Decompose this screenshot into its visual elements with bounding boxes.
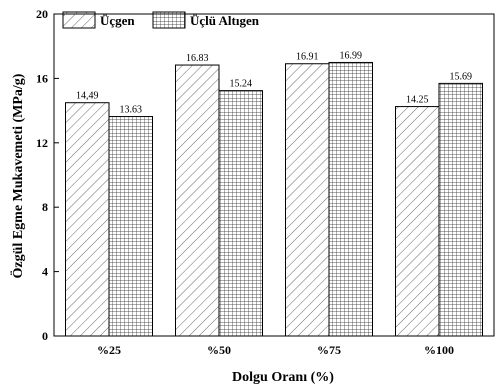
legend-label-ucgen: Üçgen (100, 13, 135, 28)
bar-uclu-altigen (108, 116, 153, 337)
data-label: 15.69 (450, 71, 473, 82)
plot-frame (53, 13, 495, 337)
legend-swatch-uclu-altigen (152, 11, 186, 29)
legend-swatch-ucgen (62, 11, 96, 29)
data-label: 16.99 (340, 50, 363, 61)
y-tick-label: 8 (42, 200, 48, 214)
data-label: 15.24 (230, 79, 253, 90)
y-tick-label: 0 (42, 329, 48, 343)
x-axis-title: Dolgu Oranı (%) (232, 370, 334, 385)
y-tick-label: 20 (36, 7, 48, 21)
bar-ucgen (65, 102, 110, 337)
bar-ucgen (395, 106, 440, 337)
legend-label-uclu-altigen: Üçlü Altıgen (190, 13, 260, 28)
y-tick-label: 16 (36, 71, 48, 85)
x-tick-label: %50 (207, 343, 231, 357)
legend: Üçgen Üçlü Altıgen (62, 11, 260, 29)
x-tick-label: %100 (424, 343, 454, 357)
data-label: 13.63 (120, 105, 143, 116)
y-tick-label: 12 (36, 136, 48, 150)
bar-ucgen (285, 63, 330, 337)
data-label: 14.25 (406, 95, 429, 106)
data-label: 16.83 (186, 53, 209, 64)
y-tick-label: 4 (42, 265, 48, 279)
y-axis-title: Özgül Egme Mukavemeti (MPa/g) (9, 73, 26, 278)
x-tick-label: %25 (97, 343, 121, 357)
bar-uclu-altigen (438, 82, 483, 337)
data-label: 16.91 (296, 52, 319, 63)
bar-uclu-altigen (328, 61, 373, 337)
x-tick-label: %75 (317, 343, 341, 357)
bar-uclu-altigen (218, 90, 263, 337)
bar-ucgen (175, 64, 220, 337)
data-label: 14,49 (76, 91, 99, 102)
